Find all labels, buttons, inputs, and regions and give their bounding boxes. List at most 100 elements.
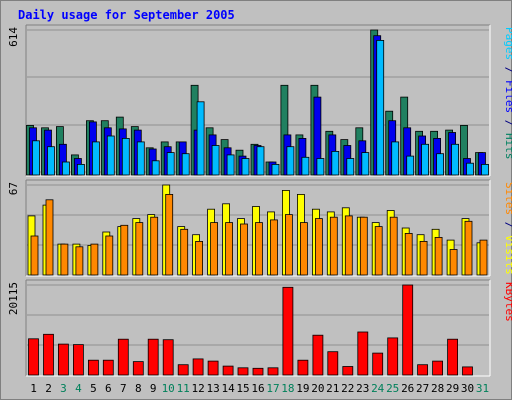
bar-sites-day-1	[30, 235, 39, 276]
x-tick-label-day-8: 8	[135, 382, 142, 395]
bar-pages-day-22	[346, 158, 355, 176]
bar-sites-day-13	[210, 222, 219, 276]
x-axis-labels: 1 2 3 4 5 6 7 8 9 10 11 12 13 14 15 16 17 18 19 20 21 22 23 24 2…	[30, 382, 489, 395]
bar-kbytes-day-9	[147, 338, 159, 376]
legend-: /	[503, 215, 512, 235]
bar-pages-day-2	[47, 146, 55, 176]
bar-pages-day-1	[32, 140, 40, 176]
panel-visits: 67 Sites / Visits	[7, 179, 512, 277]
bar-sites-day-19	[299, 222, 308, 276]
legend-sites: Sites	[503, 182, 512, 215]
bar-pages-day-18	[286, 146, 295, 176]
x-tick-label-day-26: 26	[401, 382, 414, 395]
bar-kbytes-day-23	[357, 331, 369, 376]
x-tick-label-day-6: 6	[105, 382, 112, 395]
bar-pages-day-10	[166, 152, 175, 176]
bar-kbytes-day-18	[282, 286, 294, 376]
bar-sites-day-3	[60, 243, 69, 276]
x-tick-label-day-30: 30	[461, 382, 474, 395]
bar-kbytes-day-27	[417, 364, 429, 376]
bar-kbytes-day-24	[372, 352, 384, 376]
x-tick-label-day-15: 15	[236, 382, 249, 395]
bar-sites-day-31	[479, 239, 488, 276]
bar-pages-day-26	[406, 155, 415, 176]
x-tick-label-day-7: 7	[120, 382, 127, 395]
legend-pages: Pages	[503, 27, 512, 60]
bar-pages-day-5	[92, 141, 100, 176]
x-tick-label-day-11: 11	[177, 382, 190, 395]
bar-kbytes-day-17	[267, 367, 279, 376]
bar-pages-day-14	[226, 154, 235, 176]
bar-pages-day-12	[196, 101, 205, 176]
bar-kbytes-day-16	[252, 367, 264, 376]
bar-pages-day-29	[451, 143, 460, 176]
series-legend-label: KBytes	[503, 282, 512, 322]
legend-: /	[503, 60, 512, 80]
legend-hits: Hits	[503, 133, 512, 160]
chart-title: Daily usage for September 2005	[18, 8, 235, 22]
bar-kbytes-day-1	[28, 338, 39, 376]
bar-kbytes-day-15	[237, 367, 249, 376]
bar-pages-day-7	[121, 137, 130, 176]
bar-sites-day-22	[344, 215, 353, 276]
bar-sites-day-11	[180, 228, 189, 276]
bar-pages-day-6	[106, 135, 115, 176]
bar-sites-day-29	[449, 249, 458, 276]
bar-sites-day-2	[45, 199, 54, 276]
y-max-label: 20115	[7, 282, 20, 315]
x-tick-label-day-16: 16	[251, 382, 264, 395]
x-tick-label-day-19: 19	[296, 382, 309, 395]
bar-pages-day-17	[271, 163, 280, 176]
bar-sites-day-18	[284, 214, 293, 276]
panel-hits: 614 Pages / Files / Hits	[7, 24, 512, 177]
bar-sites-day-24	[374, 226, 383, 276]
bar-kbytes-day-10	[162, 339, 174, 376]
bar-sites-day-30	[464, 220, 473, 276]
bar-sites-day-8	[135, 222, 144, 276]
x-tick-label-day-17: 17	[266, 382, 279, 395]
bar-kbytes-day-7	[117, 338, 129, 376]
bar-kbytes-day-6	[102, 359, 114, 376]
x-tick-label-day-9: 9	[150, 382, 157, 395]
series-legend-label: Pages / Files / Hits	[503, 27, 512, 160]
x-tick-label-day-31: 31	[476, 382, 489, 395]
bar-pages-day-3	[62, 161, 70, 176]
x-tick-label-day-28: 28	[431, 382, 444, 395]
bar-kbytes-day-12	[192, 358, 204, 376]
bar-sites-day-27	[419, 240, 428, 276]
bar-sites-day-9	[150, 216, 159, 276]
bar-pages-day-31	[481, 163, 489, 176]
bar-pages-day-19	[301, 156, 310, 176]
bar-sites-day-7	[120, 224, 129, 276]
bar-kbytes-day-8	[132, 361, 144, 376]
bar-sites-day-4	[75, 246, 84, 276]
x-tick-label-day-2: 2	[45, 382, 52, 395]
y-max-label: 614	[7, 27, 20, 47]
x-tick-label-day-24: 24	[371, 382, 385, 395]
bar-kbytes-day-14	[222, 365, 234, 376]
bar-kbytes-day-5	[88, 359, 99, 376]
x-tick-label-day-21: 21	[326, 382, 339, 395]
x-tick-label-day-20: 20	[311, 382, 324, 395]
chart-panels: 614 Pages / Files / Hits 67 Sites / Visits 2…	[7, 24, 512, 377]
bar-pages-day-9	[151, 160, 160, 176]
bar-sites-day-23	[359, 216, 368, 276]
bar-pages-day-4	[77, 163, 85, 176]
bar-kbytes-day-11	[177, 364, 189, 376]
bar-kbytes-day-29	[447, 338, 459, 376]
x-tick-label-day-25: 25	[386, 382, 399, 395]
bar-pages-day-21	[331, 150, 340, 176]
bar-kbytes-day-3	[58, 343, 69, 376]
x-tick-label-day-4: 4	[75, 382, 82, 395]
x-tick-label-day-3: 3	[60, 382, 67, 395]
legend-visits: Visits	[503, 235, 512, 275]
bar-pages-day-16	[256, 146, 265, 176]
bar-pages-day-8	[136, 141, 145, 176]
bar-pages-day-24	[376, 40, 385, 176]
legend-: /	[503, 113, 512, 133]
bar-sites-day-14	[225, 222, 234, 276]
bar-kbytes-day-26	[402, 284, 414, 376]
bar-sites-day-25	[389, 216, 398, 276]
bar-sites-day-5	[90, 243, 99, 276]
